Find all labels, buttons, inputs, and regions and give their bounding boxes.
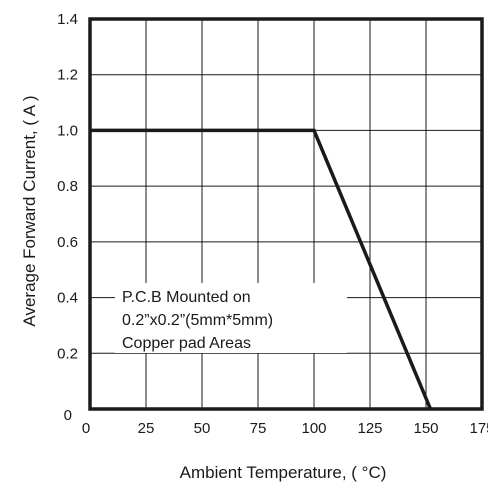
y-tick-label: 1.0 (57, 122, 78, 139)
annotation: P.C.B Mounted on 0.2”x0.2”(5mm*5mm) Copp… (122, 289, 273, 352)
x-tick-label: 25 (138, 420, 155, 437)
x-tick-label: 50 (194, 420, 211, 437)
y-tick-label: 0.6 (57, 234, 78, 251)
y-tick-label: 1.4 (57, 11, 78, 28)
annotation-background (115, 283, 347, 353)
y-tick-label: 0.8 (57, 178, 78, 195)
x-axis-label: Ambient Temperature, ( °C) (180, 463, 387, 482)
x-tick-label: 100 (301, 420, 326, 437)
annotation-line-1: P.C.B Mounted on (122, 289, 251, 306)
y-tick-label: 0 (64, 407, 72, 424)
x-tick-label: 150 (413, 420, 438, 437)
x-tick-label: 175 (469, 420, 488, 437)
series-line (90, 128, 433, 410)
x-tick-label: 125 (357, 420, 382, 437)
x-tick-label: 0 (82, 420, 90, 437)
annotation-line-2: 0.2”x0.2”(5mm*5mm) (122, 312, 273, 329)
y-tick-label: 1.2 (57, 67, 78, 84)
x-tick-label: 75 (250, 420, 267, 437)
x-tick-labels: 0 25 50 75 100 125 150 175 (82, 420, 488, 437)
y-tick-label: 0.2 (57, 345, 78, 362)
annotation-line-3: Copper pad Areas (122, 335, 251, 352)
y-tick-labels: 0 0.2 0.4 0.6 0.8 1.0 1.2 1.4 (57, 11, 78, 424)
y-tick-label: 0.4 (57, 290, 78, 307)
y-axis-label: Average Forward Current, ( A ) (20, 95, 39, 326)
plot-frame (88, 17, 484, 411)
